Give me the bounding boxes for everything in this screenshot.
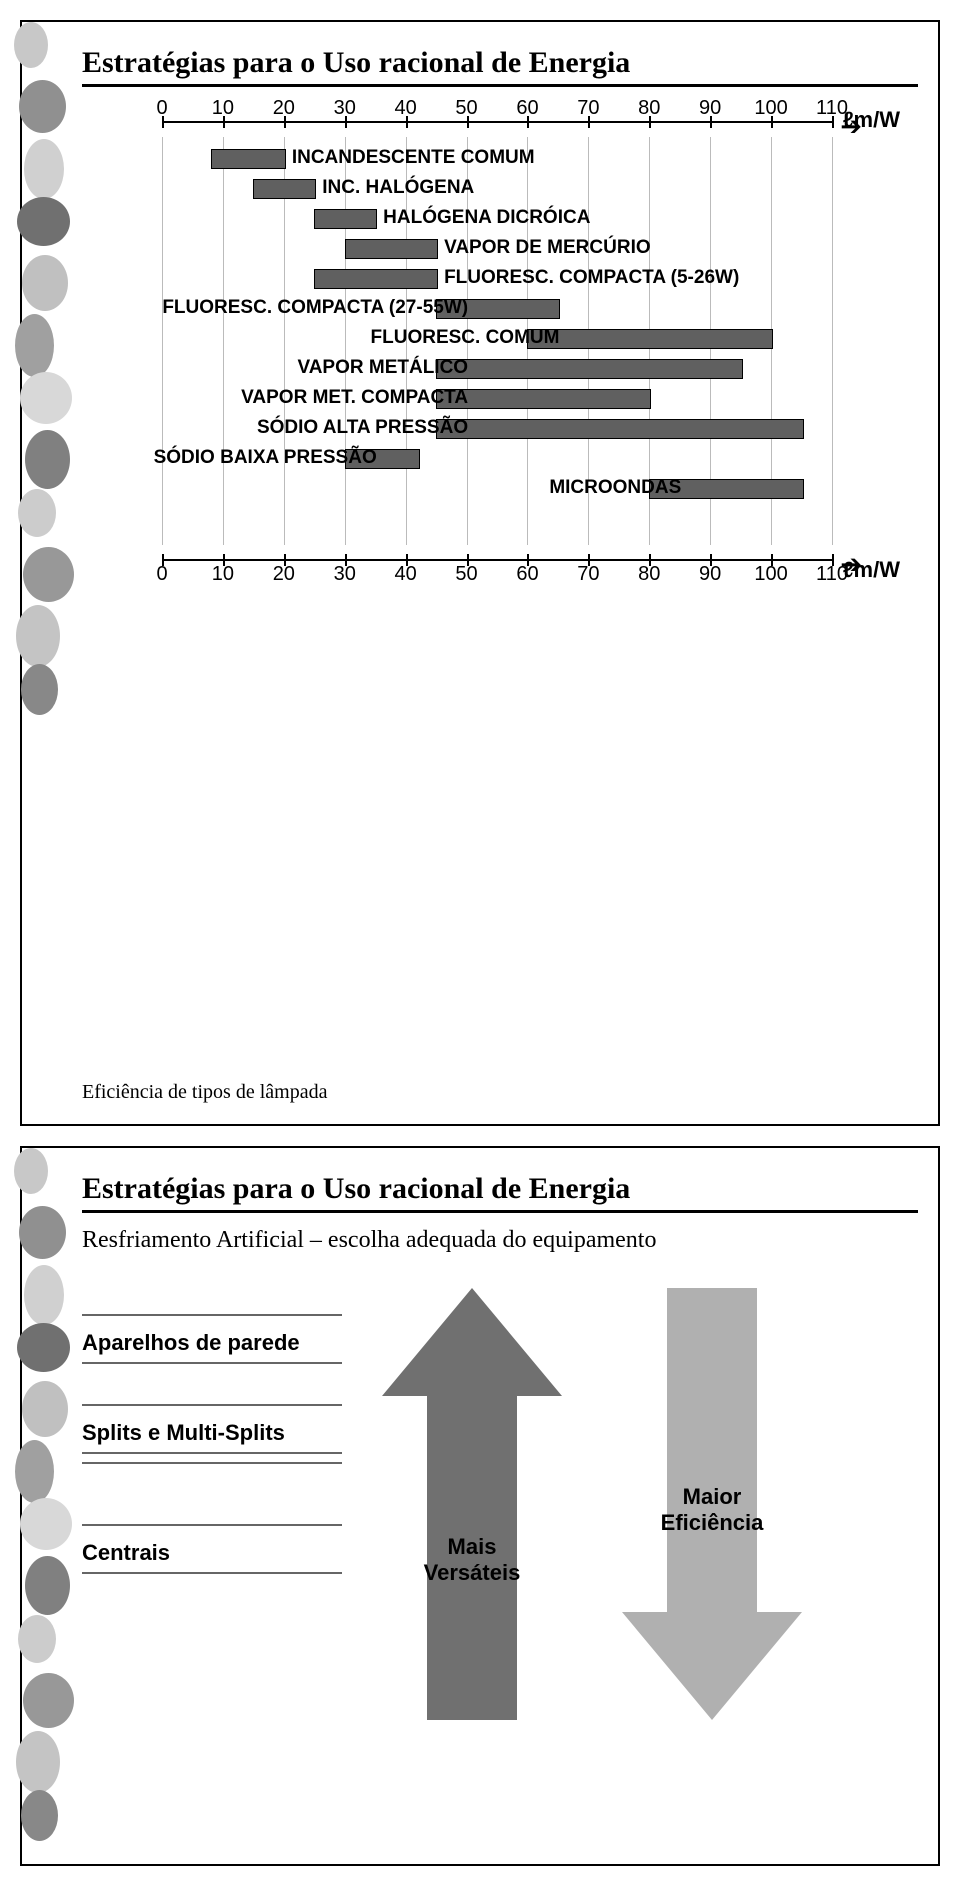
bar-row: VAPOR METÁLICO — [162, 353, 872, 383]
bar-row: FLUORESC. COMPACTA (5-26W) — [162, 263, 872, 293]
decorative-band — [22, 22, 72, 1124]
axis-top: ➔ ℓm/W 0102030405060708090100110 — [162, 101, 882, 131]
bar-row: FLUORESC. COMPACTA (27-55W) — [162, 293, 872, 323]
equipment-list: Aparelhos de parede Splits e Multi-Split… — [82, 1314, 342, 1574]
bar-row: HALÓGENA DICRÓICA — [162, 203, 872, 233]
bar-row: VAPOR MET. COMPACTA — [162, 383, 872, 413]
lamp-efficiency-chart: ➔ ℓm/W 0102030405060708090100110 INCANDE… — [82, 101, 902, 581]
bar-row: SÓDIO ALTA PRESSÃO — [162, 413, 872, 443]
axis-unit-top: ℓm/W — [843, 107, 900, 133]
list-item: Aparelhos de parede — [82, 1316, 342, 1364]
bar-row: VAPOR DE MERCÚRIO — [162, 233, 872, 263]
bar-row: SÓDIO BAIXA PRESSÃO — [162, 443, 872, 473]
slide-title: Estratégias para o Uso racional de Energ… — [82, 46, 918, 80]
chart-caption: Eficiência de tipos de lâmpada — [82, 1081, 918, 1104]
bar-row: INCANDESCENTE COMUM — [162, 143, 872, 173]
bar-row: MICROONDAS — [162, 473, 872, 503]
bar-row: FLUORESC. COMUM — [162, 323, 872, 353]
axis-bottom: ➔ ℓm/W 0102030405060708090100110 — [162, 551, 882, 581]
chart-body: INCANDESCENTE COMUMINC. HALÓGENAHALÓGENA… — [162, 137, 872, 545]
list-item: Centrais — [82, 1526, 342, 1574]
arrow-label: MaiorEficiência — [622, 1484, 802, 1536]
slide-subheading: Resfriamento Artificial – escolha adequa… — [82, 1227, 918, 1254]
slide-2: Estratégias para o Uso racional de Energ… — [20, 1146, 940, 1866]
list-item: Splits e Multi-Splits — [82, 1406, 342, 1454]
arrow-versatility: MaisVersáteis — [382, 1284, 562, 1724]
equipment-diagram: Aparelhos de parede Splits e Multi-Split… — [82, 1284, 918, 1744]
bar-row: INC. HALÓGENA — [162, 173, 872, 203]
title-underline — [82, 1210, 918, 1213]
arrow-efficiency: MaiorEficiência — [622, 1284, 802, 1724]
decorative-band — [22, 1148, 72, 1864]
slide-title: Estratégias para o Uso racional de Energ… — [82, 1172, 918, 1206]
axis-unit-bottom: ℓm/W — [843, 557, 900, 583]
title-underline — [82, 84, 918, 87]
slide-1: Estratégias para o Uso racional de Energ… — [20, 20, 940, 1126]
arrow-label: MaisVersáteis — [382, 1534, 562, 1586]
